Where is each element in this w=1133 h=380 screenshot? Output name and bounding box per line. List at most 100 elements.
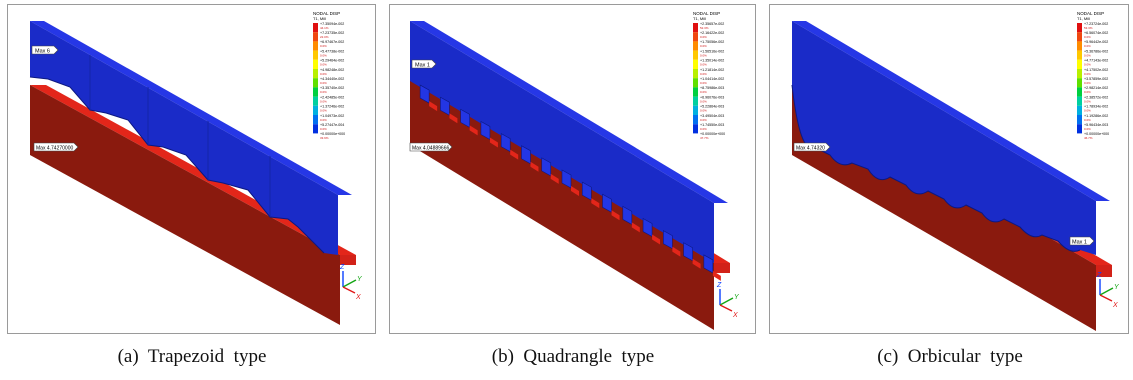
legend-value: +4.34440e-002 bbox=[320, 77, 344, 81]
legend-swatch bbox=[1077, 59, 1082, 69]
svg-text:Max 1: Max 1 bbox=[415, 63, 430, 69]
quadrangle-teeth bbox=[419, 84, 721, 281]
legend-value: +4.98248e-002 bbox=[320, 68, 344, 72]
legend-percent: 0.0% bbox=[1084, 118, 1091, 122]
legend-swatch bbox=[693, 59, 698, 69]
legend-value: +5.29464e-002 bbox=[320, 59, 344, 63]
legend-swatch bbox=[1077, 23, 1082, 33]
legend-percent: 0.0% bbox=[700, 81, 707, 85]
legend-swatch bbox=[1077, 78, 1082, 88]
legend-percent: 0.0% bbox=[1084, 63, 1091, 67]
legend-percent: 0.0% bbox=[700, 90, 707, 94]
legend-value: +7.35094e-002 bbox=[320, 22, 344, 26]
legend-swatch bbox=[313, 50, 318, 60]
exposed-red-gap bbox=[469, 125, 478, 136]
exposed-red-gap bbox=[530, 161, 539, 172]
blue-beam-top-face bbox=[30, 21, 352, 195]
legend-value: +2.42485e-002 bbox=[320, 95, 344, 99]
legend-swatch bbox=[313, 105, 318, 115]
legend-value: +6.56074e-002 bbox=[1084, 31, 1108, 35]
top-max-tag: Max 6 bbox=[31, 45, 59, 55]
legend-swatch bbox=[1077, 32, 1082, 42]
quadrangle-tooth bbox=[440, 96, 450, 116]
mid-max-tag: Max 4.74320 bbox=[793, 142, 831, 152]
exposed-red-gap bbox=[510, 149, 519, 160]
legend-percent: 0.0% bbox=[320, 63, 327, 67]
legend-percent: 0.0% bbox=[1084, 44, 1091, 48]
legend-percent: 0.0% bbox=[700, 127, 707, 131]
legend-swatch bbox=[693, 23, 698, 33]
legend-swatch bbox=[1077, 50, 1082, 60]
legend-percent: 0.0% bbox=[700, 44, 707, 48]
svg-text:T1, Mill: T1, Mill bbox=[1077, 16, 1090, 21]
axis-triad: Z Y X bbox=[339, 264, 363, 301]
legend-percent: 0.0% bbox=[320, 44, 327, 48]
legend-value: +5.96442e-002 bbox=[1084, 40, 1108, 44]
legend-value: +2.16422e-002 bbox=[700, 31, 724, 35]
legend-swatch bbox=[1077, 124, 1082, 134]
legend-value: +0.00000e+000 bbox=[700, 132, 725, 136]
legend-value: +0.00000e+000 bbox=[1084, 132, 1109, 136]
legend-value: +5.27447e-004 bbox=[320, 123, 344, 127]
legend-swatch bbox=[1077, 105, 1082, 115]
legend-value: +2.35657e-002 bbox=[700, 22, 724, 26]
legend-percent: 0.0% bbox=[700, 53, 707, 57]
exposed-red-gap bbox=[571, 186, 579, 196]
svg-text:Max 1: Max 1 bbox=[1072, 240, 1087, 246]
svg-text:X: X bbox=[1112, 302, 1118, 309]
axis-triad: Z Y X bbox=[716, 282, 740, 319]
legend-value: +6.96076e-003 bbox=[700, 95, 724, 99]
top-max-tag: Max 1 bbox=[411, 59, 437, 69]
red-beam-end-face bbox=[714, 263, 730, 273]
svg-text:Max 6: Max 6 bbox=[35, 49, 50, 55]
legend-value: +8.75986e-003 bbox=[700, 86, 724, 90]
legend-percent: 0.0% bbox=[1084, 53, 1091, 57]
legend-percent: 53.3% bbox=[1084, 26, 1093, 30]
legend-percent: 22.0% bbox=[320, 35, 329, 39]
svg-text:Z: Z bbox=[339, 264, 345, 271]
color-legend: NODAL DISP T1, Mill +7.23724e-00253.3%+6… bbox=[1077, 11, 1109, 140]
legend-value: +3.49504e-003 bbox=[700, 114, 724, 118]
legend-percent: 0.0% bbox=[700, 63, 707, 67]
svg-text:Max 4.74270000: Max 4.74270000 bbox=[36, 146, 73, 152]
legend-percent: 46.7% bbox=[1084, 136, 1093, 140]
legend-percent: 0.0% bbox=[320, 81, 327, 85]
exposed-red-gap bbox=[712, 270, 721, 281]
legend-value: +4.17502e-002 bbox=[1084, 68, 1108, 72]
legend-percent: 52.3% bbox=[700, 26, 709, 30]
legend-percent: 47.7% bbox=[700, 136, 709, 140]
svg-text:Y: Y bbox=[1114, 284, 1120, 291]
legend-swatch bbox=[1077, 41, 1082, 51]
svg-text:X: X bbox=[355, 294, 361, 301]
svg-text:X: X bbox=[732, 312, 738, 319]
legend-value: +4.77143e-002 bbox=[1084, 59, 1108, 63]
legend-percent: 33.9% bbox=[320, 136, 329, 140]
legend-swatch bbox=[1077, 87, 1082, 97]
quadrangle-tooth bbox=[602, 193, 612, 213]
legend-percent: 0.0% bbox=[1084, 72, 1091, 76]
legend-percent: 0.0% bbox=[320, 109, 327, 113]
legend-swatch bbox=[313, 41, 318, 51]
model-trapezoid: Max 6 Max 4.74270000 NODAL DISP T1, Mill… bbox=[29, 11, 363, 325]
color-legend: NODAL DISP T1, Mill +2.35657e-00252.3%+2… bbox=[693, 11, 725, 140]
svg-text:Y: Y bbox=[734, 294, 740, 301]
exposed-red-gap bbox=[550, 173, 559, 184]
panel-trapezoid: Max 6 Max 4.74270000 NODAL DISP T1, Mill… bbox=[7, 4, 376, 334]
legend-percent: 0.0% bbox=[1084, 35, 1091, 39]
legend-value: +5.47738e-002 bbox=[320, 49, 344, 53]
legend-swatch bbox=[1077, 115, 1082, 125]
legend-percent: 44.1% bbox=[320, 26, 329, 30]
quadrangle-tooth bbox=[683, 242, 693, 262]
red-beam-end-face bbox=[340, 255, 356, 265]
svg-text:Max 4.04889666: Max 4.04889666 bbox=[412, 146, 449, 152]
legend-value: +1.35014e-002 bbox=[700, 59, 724, 63]
legend-swatch bbox=[313, 78, 318, 88]
legend-value: +1.75056e-002 bbox=[700, 40, 724, 44]
legend-value: +5.22864e-003 bbox=[700, 105, 724, 109]
legend-percent: 0.0% bbox=[320, 127, 327, 131]
legend-swatch bbox=[693, 105, 698, 115]
legend-swatch bbox=[693, 32, 698, 42]
exposed-red-gap bbox=[611, 210, 620, 221]
panel-quadrangle: Max 1 Max 4.04889666 NODAL DISP T1, Mill… bbox=[389, 4, 756, 334]
exposed-red-gap bbox=[429, 101, 438, 112]
